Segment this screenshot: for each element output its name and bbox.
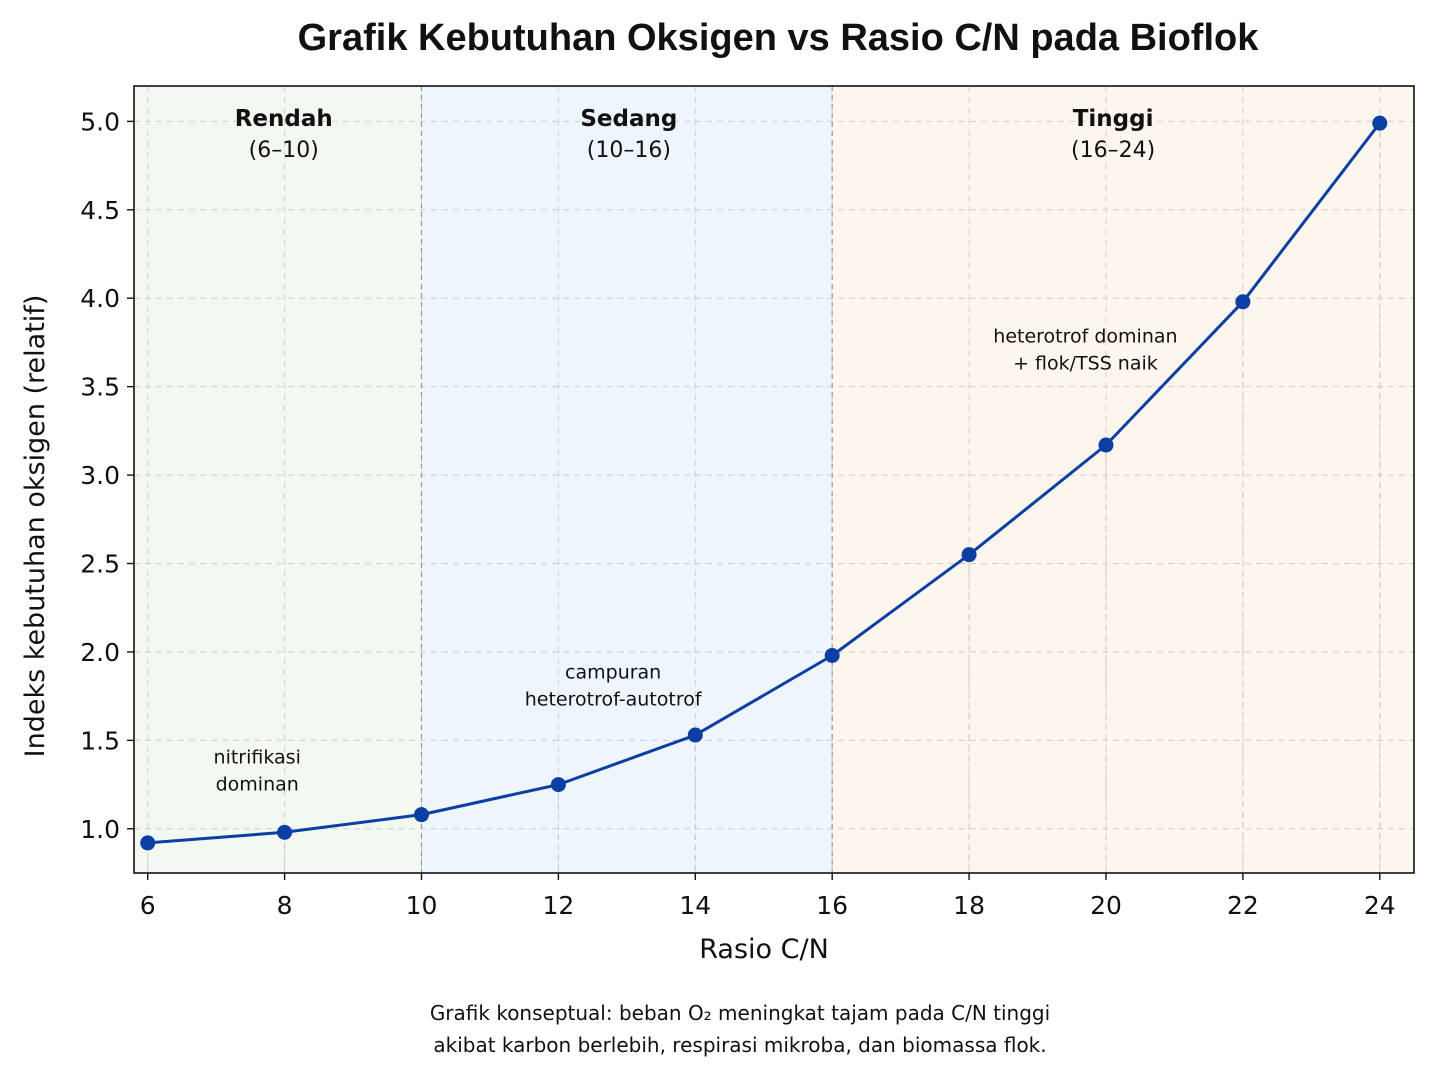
x-tick-label: 6 — [140, 891, 156, 920]
data-point — [550, 777, 566, 793]
data-point — [413, 807, 429, 823]
region-range-tinggi: (16–24) — [1071, 138, 1155, 163]
annotation-text: dominan — [216, 773, 299, 795]
grid-layer — [134, 86, 1414, 873]
x-tick-label: 14 — [679, 891, 711, 920]
data-point — [140, 835, 156, 851]
y-tick-label: 1.5 — [80, 726, 120, 755]
caption-line-1: Grafik konseptual: beban O₂ meningkat ta… — [430, 1001, 1050, 1025]
data-point — [824, 647, 840, 663]
data-point — [961, 547, 977, 563]
x-tick-label: 18 — [953, 891, 985, 920]
region-band-rendah — [134, 86, 422, 873]
region-band-sedang — [421, 86, 833, 873]
axis-ticks-layer: 6 8 10 12 14 16 18 20 22 24 1.0 1.5 2.0 2.5 3.0 3.5 4.0 4… — [80, 107, 1395, 920]
region-label-tinggi: Tinggi — [1073, 106, 1154, 132]
y-axis-label: Indeks kebutuhan oksigen (relatif) — [20, 295, 51, 758]
region-label-rendah: Rendah — [235, 106, 333, 132]
x-axis-label: Rasio C/N — [699, 934, 829, 965]
region-range-rendah: (6–10) — [249, 138, 319, 163]
regions-layer — [134, 86, 1414, 873]
x-tick-label: 22 — [1227, 891, 1259, 920]
y-tick-label: 3.0 — [80, 461, 120, 490]
x-tick-label: 20 — [1090, 891, 1122, 920]
region-band-tinggi — [832, 86, 1414, 873]
series-line — [147, 122, 1381, 845]
data-point — [1098, 437, 1114, 453]
region-range-sedang: (10–16) — [587, 138, 671, 163]
annotation-text: heterotrof dominan — [993, 325, 1177, 347]
caption-line-2: akibat karbon berlebih, respirasi mikrob… — [433, 1033, 1046, 1057]
data-point — [277, 824, 293, 840]
y-tick-label: 4.5 — [80, 196, 120, 225]
y-tick-label: 3.5 — [80, 373, 120, 402]
y-tick-label: 2.5 — [80, 550, 120, 579]
data-point — [687, 727, 703, 743]
x-tick-label: 24 — [1364, 891, 1396, 920]
data-point — [1235, 294, 1251, 310]
x-tick-label: 12 — [542, 891, 574, 920]
annotations-layer: nitrifikasi dominan campuran heterotrof-aut… — [214, 325, 1178, 795]
plot-frame — [133, 85, 1415, 874]
y-tick-label: 1.0 — [80, 815, 120, 844]
annotation-text: + flok/TSS naik — [1013, 352, 1158, 374]
chart-title: Grafik Kebutuhan Oksigen vs Rasio C/N pa… — [298, 17, 1260, 59]
region-label-sedang: Sedang — [580, 106, 677, 132]
region-labels-layer: Rendah (6–10) Sedang (10–16) Tinggi (16–24) — [235, 106, 1155, 163]
annotation-text: campuran — [565, 661, 661, 683]
x-tick-label: 16 — [816, 891, 848, 920]
annotation-text: heterotrof-autotrof — [525, 688, 703, 710]
y-tick-label: 5.0 — [80, 107, 120, 136]
series-layer — [140, 115, 1388, 851]
x-tick-label: 10 — [406, 891, 438, 920]
data-point — [1372, 115, 1388, 131]
annotation-text: nitrifikasi — [214, 746, 301, 768]
y-tick-label: 4.0 — [80, 284, 120, 313]
y-tick-label: 2.0 — [80, 638, 120, 667]
x-tick-label: 8 — [277, 891, 293, 920]
